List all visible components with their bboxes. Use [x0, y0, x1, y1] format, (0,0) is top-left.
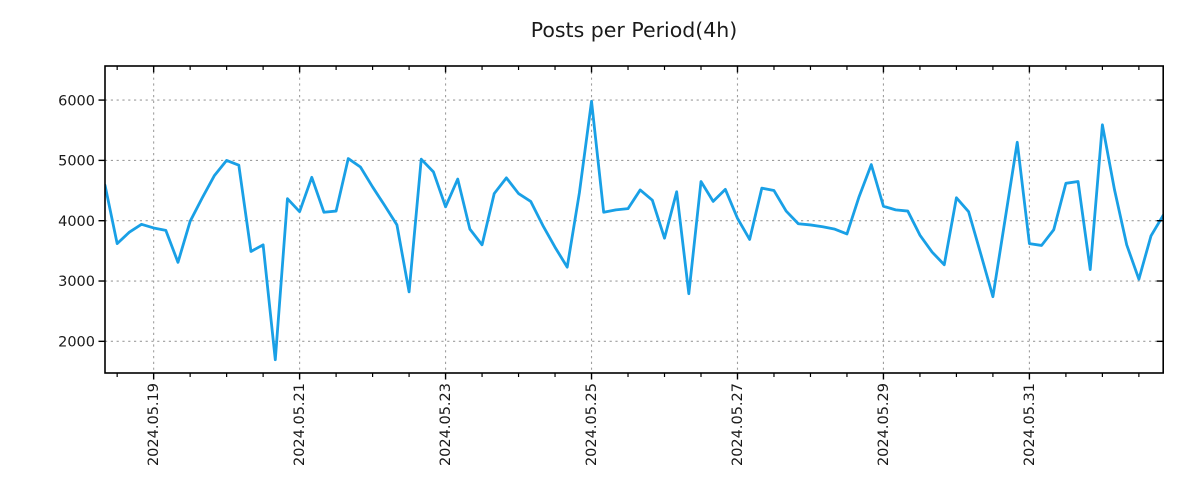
data-series	[105, 99, 1164, 362]
x-tick-label: 2024.05.31	[1022, 383, 1038, 466]
x-tick-label: 2024.05.21	[292, 383, 308, 466]
y-tick-label: 6000	[58, 93, 95, 109]
grid-lines	[105, 66, 1164, 373]
y-tick-label: 2000	[58, 335, 95, 351]
plot-border	[104, 65, 1164, 374]
x-tick-label: 2024.05.29	[876, 383, 892, 466]
y-tick-label: 5000	[58, 154, 95, 170]
x-tick-label: 2024.05.25	[584, 383, 600, 466]
y-tick-labels: 2000 3000 4000 5000 6000	[58, 93, 95, 350]
chart-title: Posts per Period(4h)	[531, 18, 738, 42]
axis-ticks	[98, 66, 1164, 380]
x-tick-label: 2024.05.27	[730, 383, 746, 466]
y-tick-label: 4000	[58, 214, 95, 230]
series-line	[105, 99, 1164, 362]
x-tick-labels: 2024.05.19 2024.05.21 2024.05.23 2024.05.25…	[146, 383, 1038, 466]
y-tick-label: 3000	[58, 274, 95, 290]
x-tick-label: 2024.05.23	[438, 383, 454, 466]
x-tick-label: 2024.05.19	[146, 383, 162, 466]
